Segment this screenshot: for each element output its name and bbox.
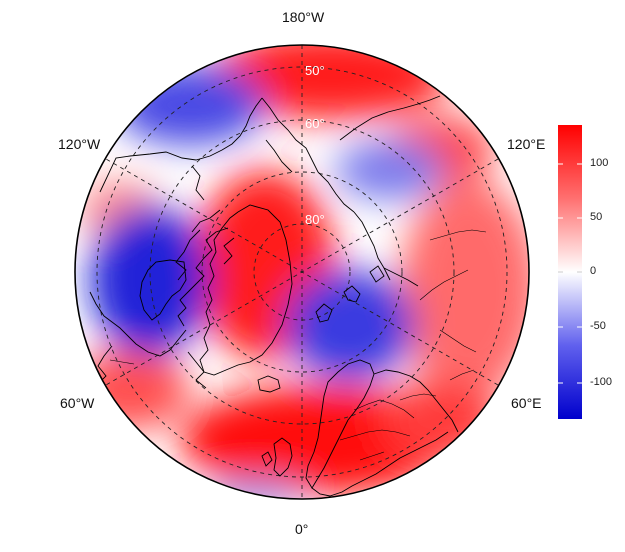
coastline-british-isles — [261, 437, 293, 477]
coastlines — [89, 95, 487, 497]
anomaly-high-southwest — [75, 350, 190, 430]
anomaly-field — [75, 45, 529, 499]
coastline-hudson-bay — [139, 259, 187, 321]
anomaly-low-alaska — [115, 65, 265, 145]
coastline-chukotka — [261, 97, 355, 213]
coastline-iceland — [257, 375, 281, 393]
colorbar-tick-m100: -100 — [590, 376, 613, 388]
lon-label-180w: 180°W — [282, 9, 325, 25]
colorbar-tick-0: 0 — [590, 265, 597, 277]
anomaly-high-southeast — [380, 380, 500, 460]
lon-label-60w: 60°W — [60, 395, 95, 411]
graticule-lat-70 — [201, 171, 403, 373]
lat-label-50: 50° — [305, 63, 325, 78]
country-borders — [109, 229, 487, 461]
colorbar-tick-marks — [558, 163, 582, 384]
anomaly-low-barents — [285, 270, 415, 380]
coastline-europe — [311, 369, 459, 497]
lon-label-120e: 120°E — [507, 136, 546, 152]
lat-label-60: 60° — [305, 116, 325, 131]
colorbar-tick-m50: -50 — [590, 320, 606, 332]
colorbar — [558, 125, 582, 419]
anomaly-high-east — [400, 180, 529, 400]
lat-label-80: 80° — [305, 212, 325, 227]
anomaly-low-siberia — [335, 140, 445, 200]
coastline-siberia — [339, 95, 441, 287]
map-border — [74, 44, 530, 500]
anomaly-low-bottom — [205, 481, 305, 499]
lon-label-60e: 60°E — [511, 395, 542, 411]
lon-label-120w: 120°W — [58, 136, 101, 152]
colorbar-tick-50: 50 — [590, 211, 603, 223]
coastline-svalbard — [315, 265, 385, 323]
coastline-greenland — [199, 204, 293, 376]
anomaly-low-canada — [90, 205, 210, 355]
coastline-canadian-arctic — [175, 209, 235, 327]
coastline-scandinavia — [305, 359, 375, 489]
colorbar-tick-100: 100 — [590, 157, 609, 169]
coastline-alaska — [99, 97, 263, 201]
lon-label-0: 0° — [295, 521, 309, 537]
meridian-120 — [105, 158, 499, 386]
graticule — [96, 45, 508, 499]
